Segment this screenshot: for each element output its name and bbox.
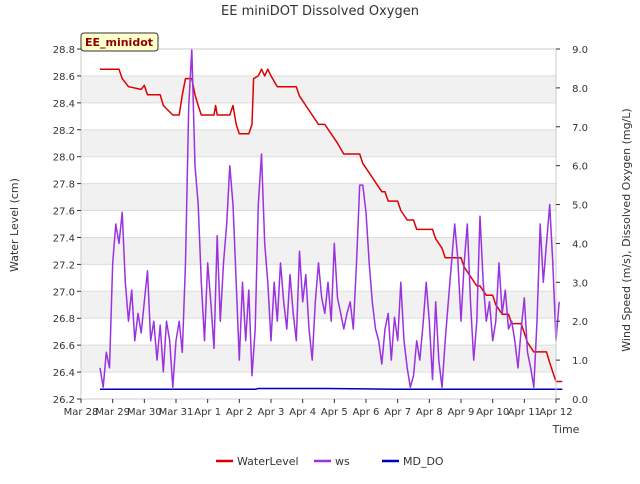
station-badge-text: EE_minidot — [85, 36, 153, 49]
y-left-tick-label: 27.2 — [53, 260, 75, 271]
legend-label-waterlevel: WaterLevel — [237, 455, 299, 468]
y-left-tick-label: 28.2 — [53, 126, 75, 137]
y-axis-left-label: Water Level (cm) — [8, 178, 21, 272]
station-badge-box — [80, 32, 159, 52]
legend-label-ws: ws — [335, 455, 350, 468]
station-badge: EE_minidot — [80, 32, 159, 52]
x-tick-label: Apr 3 — [258, 407, 285, 418]
x-tick-label: Apr 5 — [321, 407, 348, 418]
x-tick-label: Apr 8 — [416, 407, 443, 418]
y-left-tick-label: 28.0 — [53, 153, 75, 164]
plot-frame — [80, 48, 557, 400]
background-band — [81, 345, 556, 373]
series-line-md_do — [100, 387, 563, 391]
background-band — [81, 237, 556, 265]
x-tick-label: Apr 11 — [508, 407, 541, 418]
y-left-tick-label: 27.4 — [53, 233, 75, 244]
x-tick-label: Mar 30 — [127, 407, 162, 418]
x-tick-label: Apr 2 — [226, 407, 253, 418]
y-right-tick-label: 2.0 — [572, 317, 588, 328]
x-tick-label: Apr 7 — [384, 407, 411, 418]
y-right-tick-label: 7.0 — [572, 123, 588, 134]
y-left-tick-label: 26.4 — [53, 368, 75, 379]
y-left-tick-label: 26.2 — [53, 395, 75, 406]
x-tick-label: Apr 6 — [353, 407, 380, 418]
y-right-tick-label: 6.0 — [572, 162, 588, 173]
y-left-tick-label: 28.6 — [53, 72, 75, 83]
y-left-tick-label: 27.6 — [53, 207, 75, 218]
y-axis-right-label: Wind Speed (m/s), Dissolved Oxygen (mg/L… — [620, 108, 633, 351]
y-left-tick-label: 26.8 — [53, 314, 75, 325]
background-band — [81, 75, 556, 103]
y-right-tick-label: 8.0 — [572, 84, 588, 95]
x-axis-label: Time — [552, 423, 580, 436]
background-band — [81, 129, 556, 157]
y-left-tick-label: 28.4 — [53, 99, 75, 110]
axes: 26.2 26.4 26.6 26.8 27.0 27.2 27.4 27.6 27.8 28.0… — [53, 45, 588, 418]
y-right-tick-label: 1.0 — [572, 356, 588, 367]
y-right-tick-label: 0.0 — [572, 395, 588, 406]
x-tick-label: Mar 31 — [159, 407, 194, 418]
chart-title: EE miniDOT Dissolved Oxygen — [221, 4, 419, 19]
series-line-ws — [99, 48, 560, 389]
y-right-tick-label: 5.0 — [572, 201, 588, 212]
x-tick-label: Apr 12 — [539, 407, 572, 418]
y-left-tick-label: 26.6 — [53, 341, 75, 352]
y-right-tick-label: 4.0 — [572, 239, 588, 250]
legend: WaterLevel ws MD_DO — [216, 455, 444, 468]
x-tick-label: Apr 1 — [194, 407, 221, 418]
x-tick-label: Apr 10 — [476, 407, 509, 418]
y-right-tick-label: 9.0 — [572, 45, 588, 56]
background-band — [81, 183, 556, 211]
x-tick-label: Mar 29 — [95, 407, 130, 418]
y-left-tick-label: 27.0 — [53, 287, 75, 298]
x-tick-label: Mar 28 — [64, 407, 99, 418]
x-tick-label: Apr 9 — [448, 407, 475, 418]
x-tick-label: Apr 4 — [289, 407, 316, 418]
legend-label-md_do: MD_DO — [403, 455, 444, 468]
y-left-tick-label: 27.8 — [53, 180, 75, 191]
y-left-tick-label: 28.8 — [53, 45, 75, 56]
y-right-tick-label: 3.0 — [572, 278, 588, 289]
series-layer — [99, 48, 563, 391]
